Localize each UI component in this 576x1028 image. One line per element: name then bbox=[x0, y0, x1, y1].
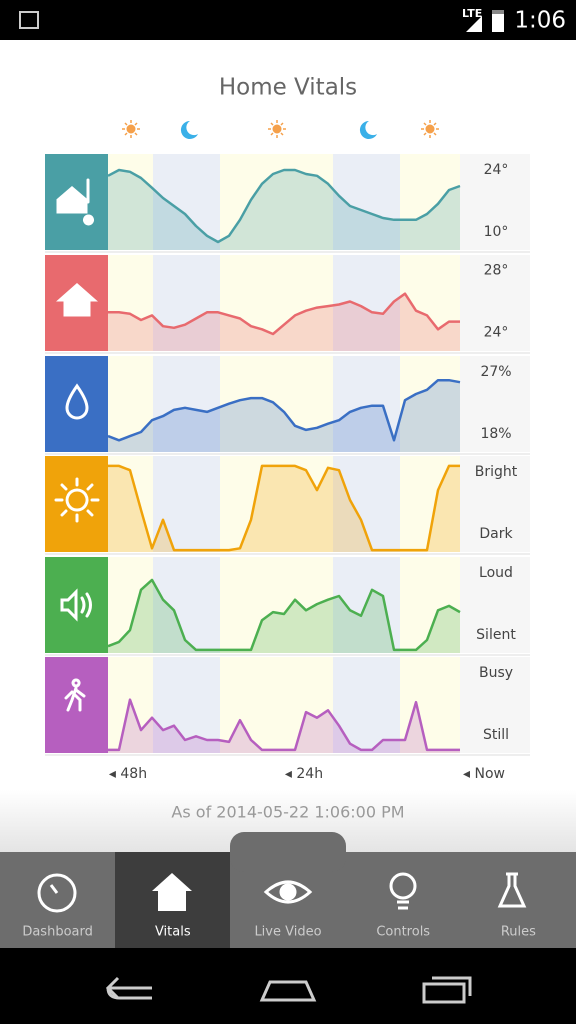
y-tick-label: Dark bbox=[479, 526, 513, 542]
panel-icon bbox=[56, 282, 98, 317]
tab-label[interactable]: Rules bbox=[501, 925, 536, 940]
y-tick-label: Silent bbox=[476, 627, 516, 643]
title: Home Vitals bbox=[219, 75, 357, 101]
label-column bbox=[460, 356, 530, 452]
y-tick-label: 24° bbox=[484, 324, 509, 340]
series-line bbox=[107, 578, 461, 652]
panel-icon bbox=[65, 383, 89, 420]
tab-icons bbox=[37, 872, 527, 913]
time-band bbox=[400, 557, 460, 653]
panel-icon bbox=[64, 678, 86, 712]
time-label: ◂ 48h bbox=[109, 766, 147, 782]
time-band bbox=[333, 356, 400, 452]
battery-level bbox=[492, 14, 504, 32]
time-band bbox=[220, 255, 333, 351]
series-line bbox=[108, 292, 460, 336]
time-band bbox=[153, 255, 220, 351]
time-band bbox=[333, 657, 400, 753]
time-band bbox=[108, 557, 153, 653]
clock: 1:06 bbox=[514, 8, 566, 34]
nav-buttons[interactable] bbox=[105, 976, 472, 1004]
time-band bbox=[220, 657, 333, 753]
area-fill bbox=[108, 465, 460, 552]
y-tick-label: Still bbox=[483, 727, 509, 743]
tab-label[interactable]: Dashboard bbox=[22, 925, 93, 940]
time-band bbox=[153, 557, 220, 653]
area-fill bbox=[108, 380, 460, 452]
icon-tile bbox=[45, 356, 108, 452]
panel-icon bbox=[54, 477, 100, 523]
icon-tile bbox=[45, 657, 108, 753]
series-line bbox=[107, 378, 461, 442]
nav-bar bbox=[0, 948, 576, 1024]
y-tick-label: 18% bbox=[480, 426, 511, 442]
as-of: As of 2014-05-22 1:06:00 PM bbox=[171, 803, 404, 822]
time-label: ◂ 24h bbox=[285, 766, 323, 782]
time-band bbox=[153, 456, 220, 552]
time-label: ◂ Now bbox=[463, 766, 505, 782]
series-line bbox=[107, 168, 461, 244]
status-bar bbox=[0, 0, 576, 40]
area-fill bbox=[108, 170, 460, 250]
time-band bbox=[400, 657, 460, 753]
panel-icon bbox=[60, 588, 92, 622]
time-band bbox=[153, 657, 220, 753]
sun-icon bbox=[122, 120, 439, 138]
y-tick-label: Busy bbox=[479, 665, 513, 681]
tab-label[interactable]: Live Video bbox=[254, 925, 321, 940]
signal-icon bbox=[466, 16, 482, 32]
area-fill bbox=[108, 699, 460, 753]
area-fill bbox=[108, 579, 460, 653]
time-band bbox=[153, 154, 220, 250]
icon-tile bbox=[45, 456, 108, 552]
series-line bbox=[108, 464, 460, 552]
tab-notch bbox=[230, 832, 346, 872]
time-band bbox=[108, 255, 153, 351]
label-column bbox=[460, 557, 530, 653]
area-fill bbox=[108, 293, 460, 351]
tab-label[interactable]: Vitals bbox=[155, 925, 191, 940]
time-band bbox=[108, 657, 153, 753]
y-tick-label: 27% bbox=[480, 364, 511, 380]
label-column bbox=[460, 657, 530, 753]
moon-icon bbox=[180, 120, 377, 139]
label-column bbox=[460, 154, 530, 250]
time-band bbox=[220, 154, 333, 250]
series-line bbox=[108, 698, 460, 752]
time-band bbox=[400, 356, 460, 452]
label-column bbox=[460, 255, 530, 351]
notification-icon bbox=[19, 11, 39, 29]
time-band bbox=[108, 154, 153, 250]
network: LTE bbox=[462, 7, 482, 20]
y-tick-label: 10° bbox=[484, 224, 509, 240]
label-column bbox=[460, 456, 530, 552]
y-tick-label: Loud bbox=[479, 565, 513, 581]
y-tick-label: 24° bbox=[484, 162, 509, 178]
panel-icon bbox=[56, 178, 94, 226]
tab-label[interactable]: Controls bbox=[376, 925, 430, 940]
time-band bbox=[400, 154, 460, 250]
time-band bbox=[153, 356, 220, 452]
y-tick-label: 28° bbox=[484, 262, 509, 278]
y-tick-label: Bright bbox=[475, 464, 518, 480]
time-band bbox=[220, 456, 333, 552]
